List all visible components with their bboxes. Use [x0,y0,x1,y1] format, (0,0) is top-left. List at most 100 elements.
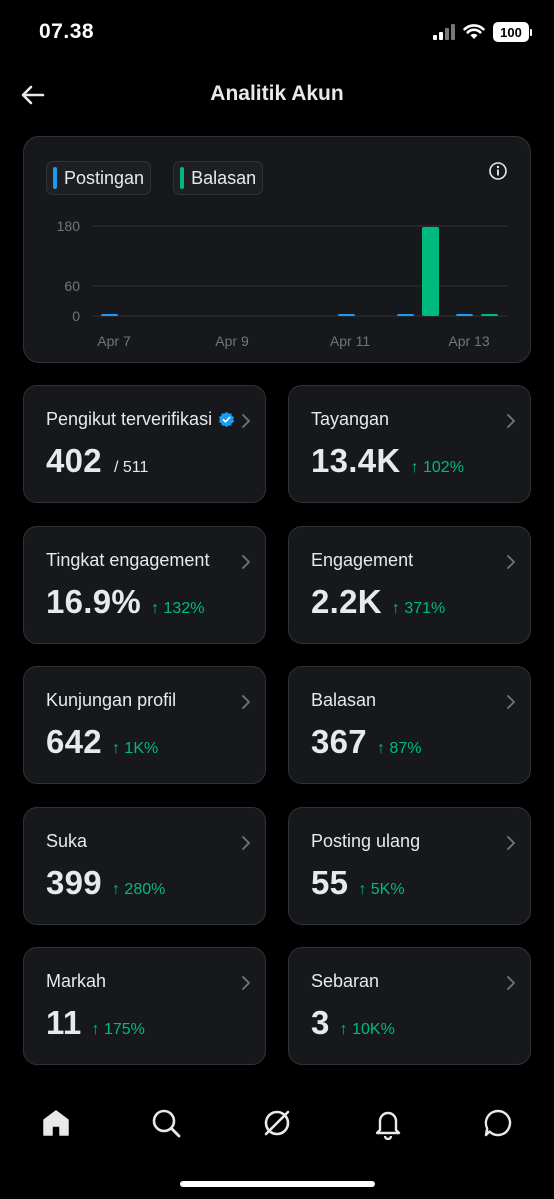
x-tick-label: Apr 11 [330,333,370,349]
metric-label: Tingkat engagement [46,550,210,570]
chevron-right-icon [242,976,250,990]
chevron-right-icon [507,414,515,428]
metric-delta: ↑ 5K% [358,881,405,898]
page-title: Analitik Akun [210,82,344,105]
chat-icon [484,1109,512,1137]
metric-delta: ↑ 280% [111,881,166,898]
signal-icon [433,24,455,40]
chevron-right-icon [507,836,515,850]
metric-card[interactable]: Markah 11 ↑ 175% [23,947,266,1065]
metric-value: 642 [46,723,102,760]
y-tick-label: 180 [57,218,81,234]
bar-postingan [101,314,118,316]
metric-label: Markah [46,971,107,991]
battery-level: 100 [493,22,529,42]
bar-postingan [397,314,414,316]
chevron-right-icon [507,976,515,990]
metric-value: 16.9% [46,583,142,620]
chevron-right-icon [242,695,250,709]
metric-delta: ↑ 175% [91,1021,145,1038]
y-tick-label: 0 [72,308,80,324]
search-icon [152,1109,181,1138]
metric-value-row: 367 ↑ 87% [311,723,421,761]
chevron-right-icon [507,695,515,709]
metric-value-row: 16.9% ↑ 132% [46,583,204,621]
bar-postingan [456,314,473,316]
metric-label: Kunjungan profil [46,690,177,710]
metric-card[interactable]: Balasan 367 ↑ 87% [288,666,531,784]
info-icon[interactable] [488,161,508,181]
metric-card[interactable]: Posting ulang 55 ↑ 5K% [288,807,531,925]
metric-label: Engagement [311,550,414,570]
status-icons: 100 [433,22,532,42]
status-time: 07.38 [39,20,95,43]
metric-value: 3 [311,1004,330,1041]
arrow-left-icon [21,85,45,105]
x-tick-label: Apr 7 [97,333,131,349]
legend-swatch-balasan [180,167,185,189]
metric-delta: ↑ 371% [391,600,446,617]
legend-label-postingan: Postingan [64,167,145,188]
metric-card[interactable]: Pengikut terverifikasi 402 / 511 [23,385,266,503]
tab-grok[interactable] [260,1106,294,1140]
metric-value-row: 399 ↑ 280% [46,864,165,902]
metric-label: Balasan [311,690,377,710]
metric-value: 367 [311,723,367,760]
metric-value-row: 3 ↑ 10K% [311,1004,395,1042]
tab-search[interactable] [149,1106,183,1140]
metric-delta: ↑ 102% [410,459,464,476]
metric-value-row: 11 ↑ 175% [46,1004,145,1042]
metric-value: 11 [46,1004,82,1041]
bottom-tab-bar [0,1086,554,1199]
battery-icon: 100 [493,22,532,42]
metric-value: 55 [311,864,349,901]
legend-item-balasan[interactable]: Balasan [173,161,264,195]
metric-card[interactable]: Tayangan 13.4K ↑ 102% [288,385,531,503]
metric-value-row: 13.4K ↑ 102% [311,442,464,480]
metric-value-row: 402 / 511 [46,442,148,480]
metric-value-row: 55 ↑ 5K% [311,864,405,902]
chevron-right-icon [507,555,515,569]
chevron-right-icon [242,836,250,850]
metric-total: / 511 [113,459,149,476]
metric-card[interactable]: Suka 399 ↑ 280% [23,807,266,925]
bell-icon [375,1111,401,1141]
metric-label: Posting ulang [311,831,421,851]
status-bar: 07.38 100 [0,0,554,64]
metric-card[interactable]: Kunjungan profil 642 ↑ 1K% [23,666,266,784]
metric-label: Sebaran [311,971,380,991]
chart-card: 0 60 180 Apr 7 Apr 9 Apr 11 Apr 13 Postingan B… [23,136,531,363]
metric-card[interactable]: Engagement 2.2K ↑ 371% [288,526,531,644]
chart-legend: Postingan Balasan [46,161,264,195]
home-indicator [180,1181,375,1187]
metric-card[interactable]: Sebaran 3 ↑ 10K% [288,947,531,1065]
metric-delta: ↑ 132% [151,600,205,617]
tab-home[interactable] [39,1106,73,1140]
metric-label: Pengikut terverifikasi [46,409,213,429]
metric-value: 13.4K [311,442,401,479]
header: Analitik Akun [0,70,554,118]
y-tick-label: 60 [64,278,80,294]
metric-value: 2.2K [311,583,382,620]
metric-value-row: 2.2K ↑ 371% [311,583,445,621]
chevron-right-icon [242,555,250,569]
tab-notifications[interactable] [371,1106,405,1141]
x-tick-label: Apr 13 [448,333,489,349]
chevron-right-icon [242,414,250,428]
metric-value: 402 [46,442,102,479]
metric-label: Suka [46,831,88,851]
bar-balasan [422,227,439,316]
bar-chart: 0 60 180 Apr 7 Apr 9 Apr 11 Apr 13 [57,218,507,349]
bar-balasan [481,314,498,316]
tab-messages[interactable] [481,1106,515,1140]
metric-value: 399 [46,864,102,901]
verified-badge-icon [218,411,235,428]
metric-card[interactable]: Tingkat engagement 16.9% ↑ 132% [23,526,266,644]
home-icon [43,1110,69,1136]
metric-delta: ↑ 10K% [339,1021,395,1038]
back-button[interactable] [16,78,50,112]
wifi-icon [463,24,485,39]
legend-item-postingan[interactable]: Postingan [46,161,152,195]
metric-label: Tayangan [311,409,390,429]
legend-swatch-postingan [53,167,57,189]
